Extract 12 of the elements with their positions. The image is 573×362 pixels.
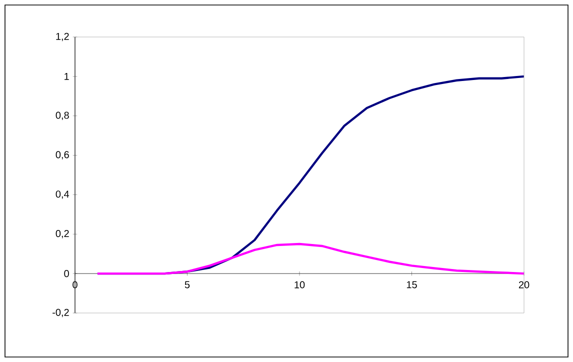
x-tick-label: 15	[406, 281, 417, 288]
y-tick-label: 0,4	[56, 190, 70, 199]
y-tick-label: 0,2	[56, 230, 69, 238]
y-tick-label: 1,2	[56, 32, 69, 42]
x-tick-label: 20	[518, 281, 530, 288]
y-tick-label: 0,6	[56, 151, 69, 160]
y-tick-label: 0,8	[56, 112, 69, 120]
y-tick-label: -0,2	[52, 308, 69, 318]
y-tick-label: 1	[64, 72, 69, 80]
x-tick-label: 10	[294, 281, 305, 288]
y-tick-label: 0	[64, 270, 69, 278]
x-tick-label: 5	[184, 281, 190, 288]
